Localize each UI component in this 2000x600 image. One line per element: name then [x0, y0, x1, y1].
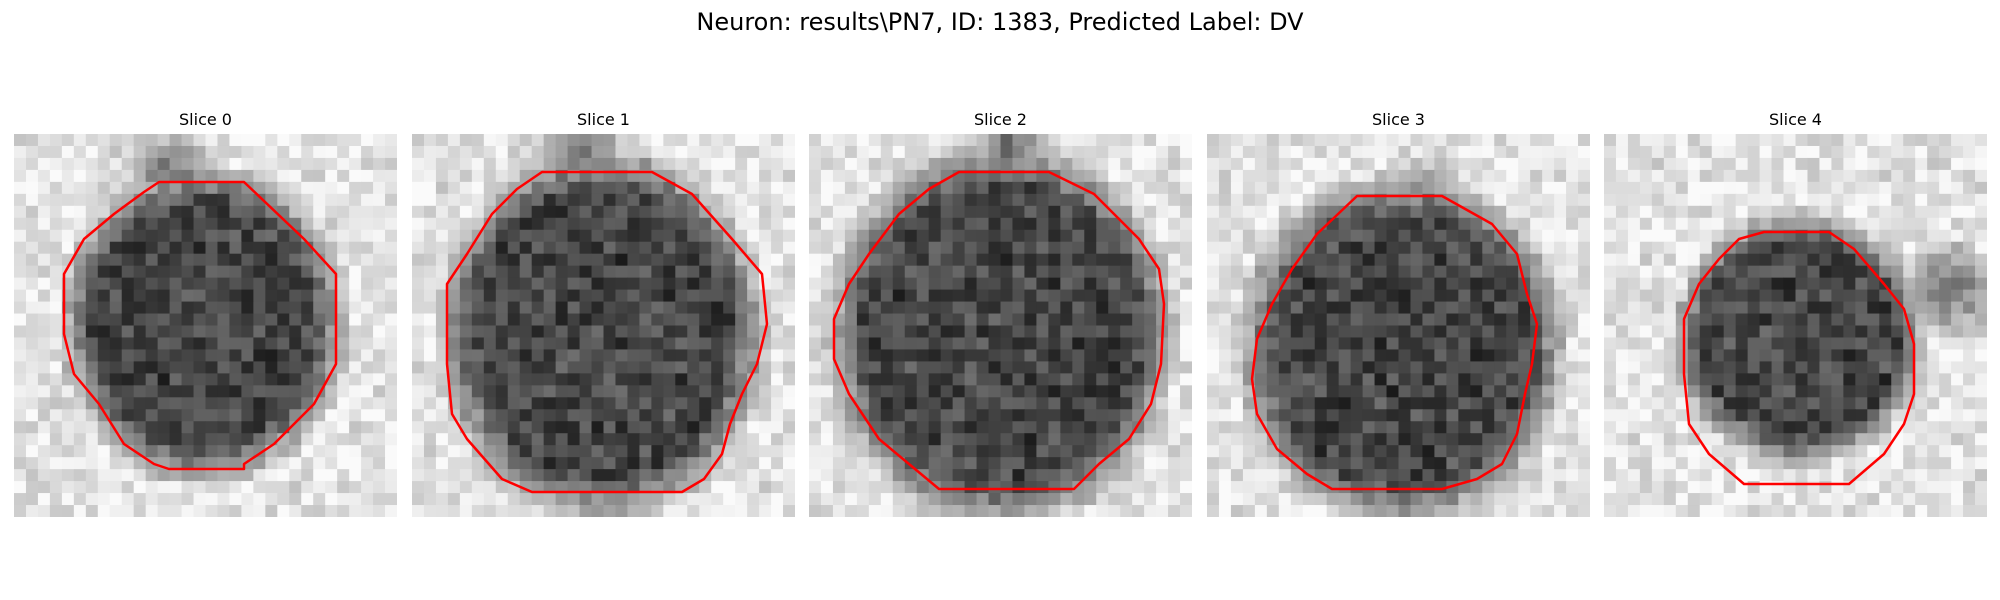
slice-0-title: Slice 0 [179, 110, 232, 129]
slice-1-pixels [412, 134, 795, 517]
slice-4-contour [1682, 230, 1916, 486]
slice-3-title: Slice 3 [1372, 110, 1425, 129]
slice-3-contour [1250, 194, 1539, 491]
slice-3-image [1207, 134, 1590, 517]
slice-4-image [1604, 134, 1987, 517]
figure-title: Neuron: results\PN7, ID: 1383, Predicted… [696, 8, 1304, 36]
slice-1-contour [445, 170, 769, 494]
slice-3-pixels [1207, 134, 1590, 517]
slice-2-title: Slice 2 [974, 110, 1027, 129]
slice-0-image [14, 134, 397, 517]
slice-2-pixels [809, 134, 1192, 517]
slice-4-pixels [1604, 134, 1987, 517]
slice-0-pixels [14, 134, 397, 517]
slice-1-image [412, 134, 795, 517]
slice-2-contour [832, 170, 1166, 491]
slice-0-contour [62, 180, 338, 471]
slice-2-image [809, 134, 1192, 517]
slice-1-title: Slice 1 [577, 110, 630, 129]
slice-4-title: Slice 4 [1769, 110, 1822, 129]
